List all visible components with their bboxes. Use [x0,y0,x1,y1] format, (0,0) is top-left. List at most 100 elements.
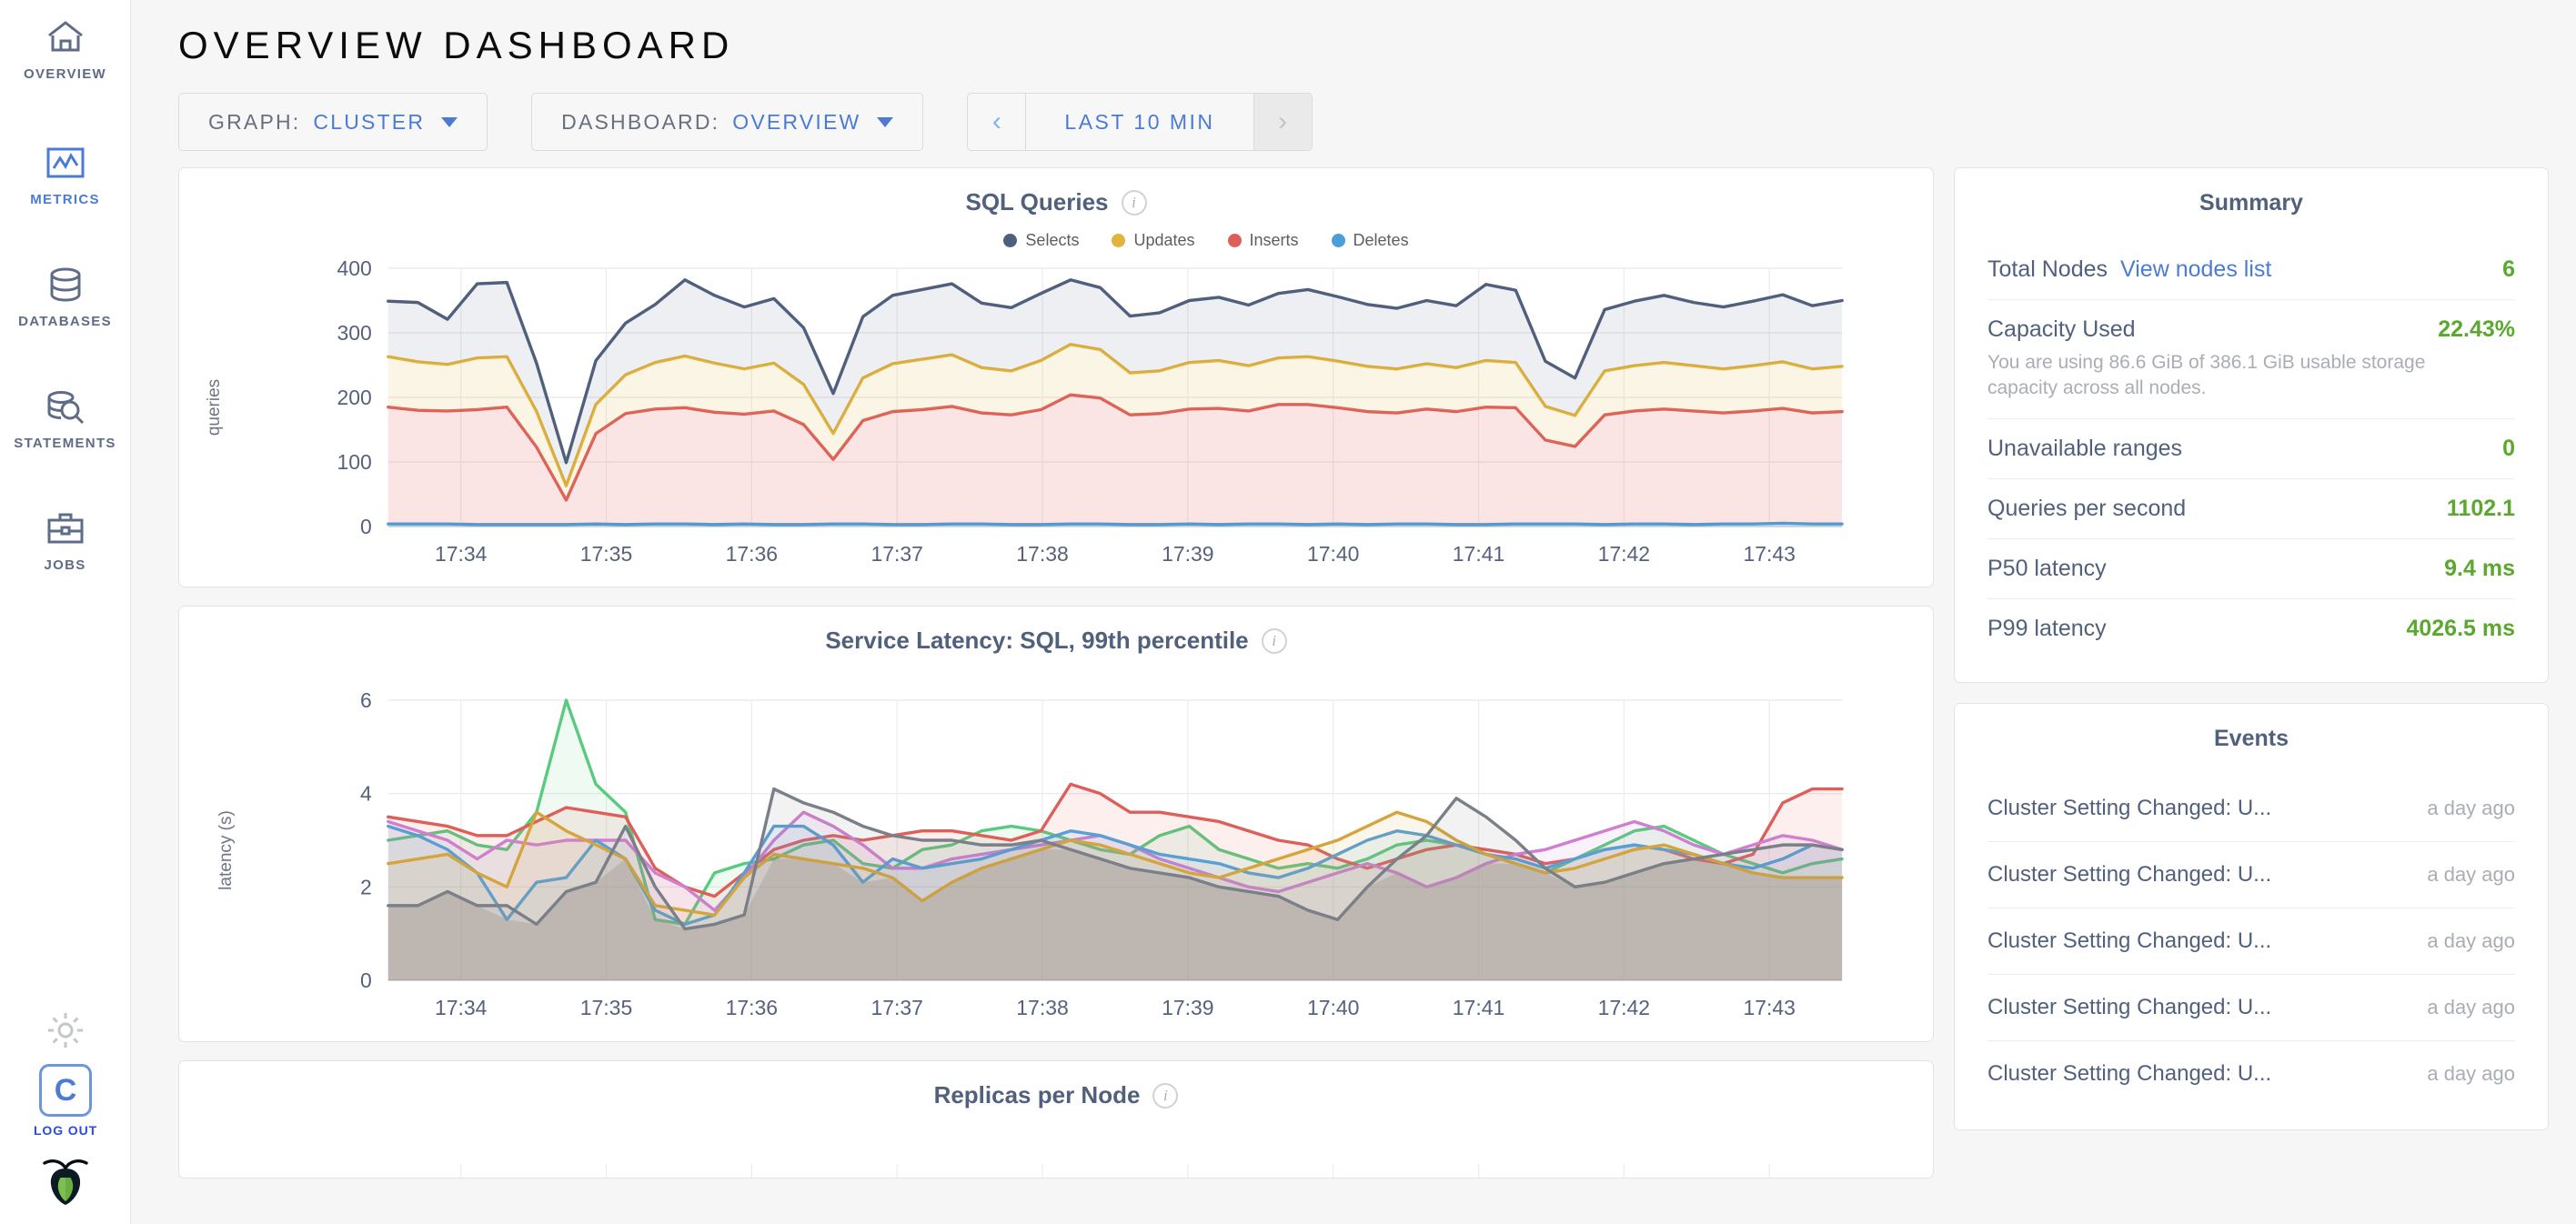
summary-value: 22.43% [2438,316,2515,342]
sidebar-item-statements[interactable]: STATEMENTS [0,369,131,464]
sidebar-item-databases[interactable]: DATABASES [0,247,131,342]
svg-text:17:41: 17:41 [1453,542,1504,566]
summary-row-left: P99 latency [1987,616,2107,642]
legend-item[interactable]: Deletes [1331,231,1409,250]
dashboard-selector-value: OVERVIEW [732,109,861,134]
info-icon[interactable]: i [1121,189,1147,216]
graph-selector[interactable]: GRAPH: CLUSTER [178,93,488,151]
summary-row-left: P50 latency [1987,556,2107,582]
summary-row-left: Queries per second [1987,496,2186,522]
event-name[interactable]: Cluster Setting Changed: U... [1987,1060,2272,1086]
chart-header: Replicas per Node i [179,1081,1933,1109]
event-timestamp: a day ago [2427,862,2515,886]
event-row[interactable]: Cluster Setting Changed: U... a day ago [1987,973,2515,1040]
event-row[interactable]: Cluster Setting Changed: U... a day ago [1987,1039,2515,1107]
summary-row-line: Queries per second 1102.1 [1987,496,2515,522]
event-row[interactable]: Cluster Setting Changed: U... a day ago [1987,840,2515,908]
svg-text:100: 100 [337,450,371,474]
summary-row: Capacity Used 22.43% You are using 86.6 Gi… [1987,299,2515,418]
summary-key: Queries per second [1987,495,2187,521]
chart-canvas: 0 100 200 300 400 17:34 17:35 17:36 17:37 17:38 17… [337,256,1844,566]
svg-text:17:38: 17:38 [1016,996,1068,1019]
legend-item[interactable]: Inserts [1227,231,1299,250]
legend-label: Deletes [1353,231,1409,249]
plot-replicas[interactable]: 1.6k [179,1109,1933,1178]
chart-title: SQL Queries [965,188,1109,216]
event-name[interactable]: Cluster Setting Changed: U... [1987,861,2272,887]
plot-service-latency[interactable]: latency (s) 0 2 4 6 17:34 17:35 17:36 17:37 17:3… [179,664,1933,1037]
page-title: OVERVIEW DASHBOARD [178,24,735,66]
svg-text:6: 6 [360,688,372,712]
info-icon[interactable]: i [1152,1082,1179,1109]
sidebar-item-metrics[interactable]: METRICS [0,125,131,220]
summary-value: 4026.5 ms [2406,615,2515,641]
svg-text:17:40: 17:40 [1307,996,1359,1019]
summary-panel: Summary Total Nodes View nodes list 6 Capac… [1954,167,2549,683]
event-name[interactable]: Cluster Setting Changed: U... [1987,928,2272,953]
event-name[interactable]: Cluster Setting Changed: U... [1987,795,2272,820]
sidebar-item-overview[interactable]: OVERVIEW [0,0,131,95]
svg-text:17:43: 17:43 [1743,542,1795,566]
summary-row: P50 latency 9.4 ms [1987,537,2515,598]
chart-title: Replicas per Node [933,1081,1141,1109]
time-range-next-button[interactable]: › [1253,94,1312,150]
plot-sql-queries[interactable]: queries 0 100 200 300 400 17:34 17:35 17:36 17:3… [179,250,1933,577]
time-range-value[interactable]: LAST 10 MIN [1064,109,1215,134]
cockroach-logo-icon [37,1138,94,1224]
chart-card-sql-queries: SQL Queries i Selects Updates [178,167,1934,587]
dashboard-selector[interactable]: DASHBOARD: OVERVIEW [531,93,924,151]
sidebar: OVERVIEW METRICS DATABASES [0,0,131,1224]
home-icon [45,16,86,58]
svg-text:17:41: 17:41 [1453,996,1504,1019]
summary-row: P99 latency 4026.5 ms [1987,597,2515,658]
legend-swatch [1112,234,1126,247]
svg-text:17:38: 17:38 [1016,542,1068,566]
sidebar-item-label: DATABASES [18,314,112,329]
svg-text:0: 0 [360,515,372,538]
legend-item[interactable]: Updates [1112,231,1195,250]
svg-text:17:36: 17:36 [726,996,778,1019]
logout-button[interactable]: C LOG OUT [34,1064,97,1138]
chevron-down-icon [877,116,894,127]
event-row[interactable]: Cluster Setting Changed: U... a day ago [1987,907,2515,974]
summary-key: P50 latency [1987,555,2107,581]
settings-button[interactable] [45,998,86,1064]
svg-text:2: 2 [360,875,372,898]
chart-header: Service Latency: SQL, 99th percentile i [179,627,1933,655]
sidebar-item-label: METRICS [30,192,100,207]
summary-row-line: P99 latency 4026.5 ms [1987,616,2515,642]
event-rows: Cluster Setting Changed: U... a day ago Cl… [1987,776,2515,1107]
svg-text:0: 0 [360,968,372,992]
chart-title: Service Latency: SQL, 99th percentile [825,627,1249,654]
legend-label: Updates [1133,231,1195,249]
event-name[interactable]: Cluster Setting Changed: U... [1987,994,2272,1019]
legend-item[interactable]: Selects [1003,231,1079,250]
summary-value: 0 [2502,435,2515,461]
event-timestamp: a day ago [2427,796,2515,819]
database-icon [45,264,86,306]
summary-row-line: P50 latency 9.4 ms [1987,556,2515,582]
sidebar-bottom: C LOG OUT [0,998,131,1224]
svg-text:200: 200 [337,386,371,409]
summary-value: 1102.1 [2446,495,2515,521]
dashboard-body: SQL Queries i Selects Updates [131,151,2576,1179]
summary-row-line: Total Nodes View nodes list 6 [1987,256,2515,283]
sidebar-item-jobs[interactable]: JOBS [0,491,131,586]
svg-text:17:40: 17:40 [1307,542,1359,566]
summary-row-left: Unavailable ranges [1987,436,2182,462]
time-range-prev-button[interactable]: ‹ [968,94,1027,150]
y-axis-label: queries [205,378,225,436]
event-timestamp: a day ago [2427,928,2515,952]
svg-text:17:39: 17:39 [1162,542,1213,566]
legend-swatch [1331,234,1345,247]
graph-selector-label: GRAPH: [208,109,301,134]
summary-row: Queries per second 1102.1 [1987,477,2515,538]
chart-canvas: 0 2 4 6 17:34 17:35 17:36 17:37 17:38 17:39 17:40 1… [360,688,1844,1019]
view-nodes-list-link[interactable]: View nodes list [2120,256,2272,282]
info-icon[interactable]: i [1261,627,1287,654]
summary-subtext: You are using 86.6 GiB of 386.1 GiB usab… [1987,352,2426,399]
charts-column: SQL Queries i Selects Updates [178,167,1934,1179]
event-row[interactable]: Cluster Setting Changed: U... a day ago [1987,776,2515,841]
svg-text:17:39: 17:39 [1162,996,1213,1019]
